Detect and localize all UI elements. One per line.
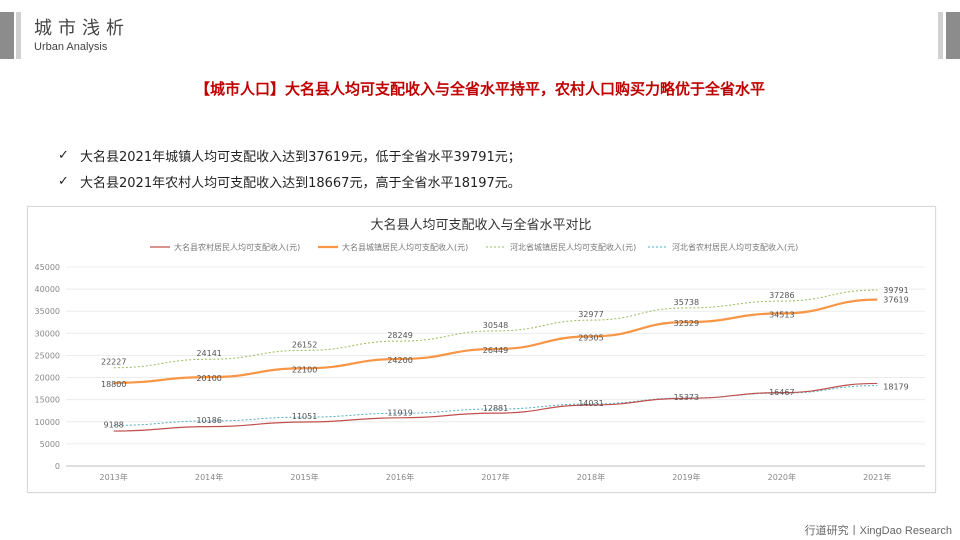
data-label: 11919 xyxy=(387,408,412,417)
y-axis: 0 5000 10000 15000 20000 25000 30000 35000 40000… xyxy=(35,263,60,471)
bullet-list: ✓ 大名县2021年城镇人均可支配收入达到37619元，低于全省水平39791元… xyxy=(58,142,521,194)
line-chart: 大名县人均可支配收入与全省水平对比 大名县农村居民人均可支配收入(元) 大名县城镇… xyxy=(35,217,925,482)
legend-label: 大名县农村居民人均可支配收入(元) xyxy=(174,242,300,252)
x-axis: 2013年 2014年 2015年 2016年 2017年 2018年 2019年 2020年… xyxy=(100,472,892,482)
data-label: 34513 xyxy=(769,310,794,319)
y-tick-label: 15000 xyxy=(35,396,60,405)
y-tick-label: 5000 xyxy=(40,440,60,449)
y-tick-label: 25000 xyxy=(35,351,60,360)
bullet-text: 大名县2021年城镇人均可支配收入达到37619元，低于全省水平39791元； xyxy=(80,149,521,165)
x-tick-label: 2021年 xyxy=(863,472,891,482)
data-label: 22227 xyxy=(101,358,126,367)
x-tick-label: 2013年 xyxy=(100,472,128,482)
checkmark-icon: ✓ xyxy=(58,173,69,189)
y-tick-label: 35000 xyxy=(35,307,60,316)
legend-label: 大名县城镇居民人均可支配收入(元) xyxy=(342,242,468,252)
data-label: 39791 xyxy=(883,286,908,295)
x-tick-label: 2016年 xyxy=(386,472,414,482)
data-label: 24141 xyxy=(196,349,221,358)
data-labels: 18800 20100 22100 24200 26449 29305 32529 34513… xyxy=(101,286,909,429)
chart-legend: 大名县农村居民人均可支配收入(元) 大名县城镇居民人均可支配收入(元) 河北省城镇居… xyxy=(150,242,798,252)
data-label: 26449 xyxy=(483,346,508,355)
slide-headline: 【城市人口】大名县人均可支配收入与全省水平持平，农村人口购买力略优于全省水平 xyxy=(194,80,765,98)
bullet-item: ✓ 大名县2021年农村人均可支配收入达到18667元，高于全省水平18197元… xyxy=(58,168,521,194)
x-tick-label: 2020年 xyxy=(768,472,796,482)
data-label: 18800 xyxy=(101,380,126,389)
legend-label: 河北省城镇居民人均可支配收入(元) xyxy=(510,242,636,252)
chart-grid xyxy=(66,266,925,467)
corner-bar-light xyxy=(16,12,21,59)
corner-bar-light xyxy=(938,12,943,59)
data-label: 20100 xyxy=(196,374,221,383)
data-label: 32977 xyxy=(578,310,603,319)
data-label: 12881 xyxy=(483,404,508,413)
data-label: 29305 xyxy=(578,333,603,342)
header-corner-decoration-right xyxy=(938,12,960,59)
footer-credit: 行道研究丨XingDao Research xyxy=(804,525,952,537)
checkmark-icon: ✓ xyxy=(58,147,69,163)
data-label: 18179 xyxy=(883,383,908,392)
x-tick-label: 2015年 xyxy=(290,472,318,482)
series-line xyxy=(113,298,878,384)
y-tick-label: 40000 xyxy=(35,285,60,294)
data-label: 10186 xyxy=(196,416,221,425)
chart-series xyxy=(113,289,878,432)
data-label: 24200 xyxy=(387,356,412,365)
corner-bar-dark xyxy=(946,12,960,59)
data-label: 37619 xyxy=(883,296,908,305)
x-tick-label: 2014年 xyxy=(195,472,223,482)
data-label: 14031 xyxy=(578,399,603,408)
bullet-item: ✓ 大名县2021年城镇人均可支配收入达到37619元，低于全省水平39791元… xyxy=(58,142,521,168)
data-label: 26152 xyxy=(292,340,317,349)
data-label: 35738 xyxy=(674,298,699,307)
data-label: 22100 xyxy=(292,365,317,374)
page-section-title: 城市浅析 xyxy=(34,18,130,39)
data-label: 37286 xyxy=(769,291,794,300)
y-tick-label: 20000 xyxy=(35,374,60,383)
y-tick-label: 45000 xyxy=(35,263,60,272)
corner-bar-dark xyxy=(0,12,14,59)
x-tick-label: 2019年 xyxy=(672,472,700,482)
data-label: 28249 xyxy=(387,331,412,340)
y-tick-label: 30000 xyxy=(35,329,60,338)
data-label: 16467 xyxy=(769,388,794,397)
chart-title: 大名县人均可支配收入与全省水平对比 xyxy=(370,217,591,233)
chart-container: 大名县人均可支配收入与全省水平对比 大名县农村居民人均可支配收入(元) 大名县城镇… xyxy=(27,206,936,493)
y-tick-label: 10000 xyxy=(35,418,60,427)
page-section-subtitle: Urban Analysis xyxy=(34,41,108,53)
header-corner-decoration-left xyxy=(0,12,22,59)
series-line xyxy=(113,382,878,432)
data-label: 11051 xyxy=(292,412,317,421)
data-label: 9188 xyxy=(104,420,124,429)
series-line xyxy=(113,289,878,369)
data-label: 30548 xyxy=(483,321,508,330)
data-label: 15373 xyxy=(674,393,699,402)
bullet-text: 大名县2021年农村人均可支配收入达到18667元，高于全省水平18197元。 xyxy=(80,175,521,191)
legend-label: 河北省农村居民人均可支配收入(元) xyxy=(672,242,798,252)
data-label: 32529 xyxy=(674,319,699,328)
x-tick-label: 2017年 xyxy=(481,472,509,482)
y-tick-label: 0 xyxy=(55,462,60,471)
x-tick-label: 2018年 xyxy=(577,472,605,482)
